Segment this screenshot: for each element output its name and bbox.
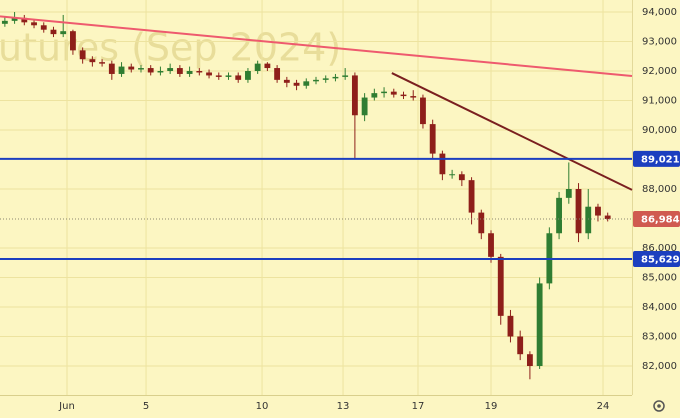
candle-body (497, 256, 504, 316)
candle-body (585, 206, 592, 234)
candle-body (371, 93, 378, 98)
candle-body (517, 336, 524, 355)
candle-body (60, 31, 67, 35)
price-tag (633, 250, 680, 267)
candle-body (526, 354, 533, 367)
candle-body (147, 68, 154, 73)
x-tick-label: Jun (58, 401, 75, 412)
candle-body (478, 212, 485, 234)
candle-body (303, 81, 310, 86)
price-tag (633, 150, 680, 167)
trend-line (391, 72, 633, 191)
candle-body (351, 75, 358, 116)
settings-button[interactable] (653, 400, 665, 412)
candle-body (108, 63, 115, 74)
price-tag (633, 210, 680, 227)
candle-body (342, 75, 349, 77)
candle-body (458, 174, 465, 181)
candle-body (225, 75, 232, 77)
candle-body (595, 206, 601, 216)
candle-body (575, 189, 582, 234)
y-tick-label: 83,000 (642, 332, 677, 343)
candle-body (439, 153, 446, 175)
candle-body (99, 62, 106, 64)
candle-body (536, 283, 543, 367)
price-tag-label: 86,984 (641, 214, 680, 225)
y-tick-label: 90,000 (642, 125, 677, 136)
y-tick-label: 84,000 (642, 302, 677, 313)
candle-body (206, 72, 212, 76)
candle-body (468, 180, 475, 213)
candle-body (235, 75, 242, 80)
candle-body (322, 78, 329, 80)
candle-body (274, 68, 281, 80)
y-tick-label: 91,000 (642, 96, 677, 107)
candle-body (556, 197, 562, 234)
candle-body (70, 31, 76, 51)
candle-body (11, 17, 18, 21)
candle-body (245, 71, 251, 80)
candle-body (361, 97, 368, 116)
plot-area (0, 0, 632, 395)
y-tick-label: 82,000 (642, 361, 677, 372)
candle-body (176, 68, 183, 74)
candle-body (79, 50, 86, 60)
candle-body (429, 124, 436, 154)
candle-body (488, 233, 494, 257)
candle-body (449, 174, 456, 176)
y-tick-label: 94,000 (642, 7, 677, 18)
candle-body (283, 79, 290, 83)
x-tick-label: 10 (256, 401, 269, 412)
candle-body (332, 76, 339, 79)
candle-body (1, 20, 8, 24)
candle-body (138, 68, 144, 70)
price-tag-label: 85,629 (641, 254, 680, 265)
candle-body (381, 91, 387, 94)
x-tick-label: 24 (597, 401, 610, 412)
candle-body (157, 71, 164, 73)
candle-body (264, 63, 271, 69)
candle-body (410, 96, 417, 98)
candle-body (313, 79, 319, 82)
x-tick-label: 17 (412, 401, 425, 412)
x-tick-label: 5 (143, 401, 149, 412)
candle-body (21, 17, 28, 23)
y-tick-label: 93,000 (642, 37, 677, 48)
candle-body (31, 22, 37, 26)
candle-body (40, 25, 47, 30)
candle-body (128, 66, 135, 70)
x-tick-label: 13 (337, 401, 350, 412)
x-tick-label: 19 (485, 401, 498, 412)
candle-body (604, 215, 611, 219)
candle-body (565, 189, 572, 198)
candle-body (186, 71, 193, 74)
candle-body (254, 63, 261, 72)
candle-body (400, 94, 407, 97)
candle-body (420, 97, 426, 125)
y-tick-label: 92,000 (642, 66, 677, 77)
candle-body (118, 66, 125, 74)
candle-body (507, 315, 514, 337)
candle-body (390, 91, 397, 95)
y-tick-label: 85,000 (642, 273, 677, 284)
candle-body (50, 29, 57, 35)
y-tick-label: 86,000 (642, 243, 677, 254)
candle-body (89, 59, 96, 63)
candle-body (215, 75, 222, 77)
candle-body (167, 68, 174, 72)
y-tick-label: 88,000 (642, 184, 677, 195)
candle-body (196, 71, 203, 73)
candle-body (293, 82, 300, 86)
trend-line (0, 15, 633, 78)
price-tag-label: 89,021 (641, 154, 680, 165)
